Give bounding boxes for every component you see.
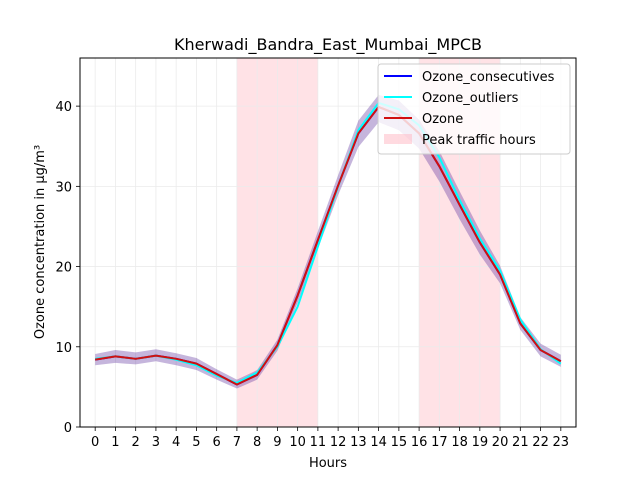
x-tick-label: 11 <box>310 435 327 450</box>
chart-title: Kherwadi_Bandra_East_Mumbai_MPCB <box>174 35 482 55</box>
x-tick-label: 5 <box>192 435 200 450</box>
y-tick-label: 40 <box>55 100 72 115</box>
x-tick-label: 2 <box>132 435 140 450</box>
y-tick-label: 30 <box>55 180 72 195</box>
x-tick-label: 16 <box>411 435 428 450</box>
x-tick-label: 0 <box>91 435 99 450</box>
x-axis-label: Hours <box>309 456 347 471</box>
x-tick-label: 22 <box>532 435 549 450</box>
legend: Ozone_consecutives Ozone_outliers Ozone Pea… <box>377 63 571 155</box>
x-tick-label: 14 <box>370 435 387 450</box>
x-tick-label: 9 <box>273 435 281 450</box>
y-tick-label: 20 <box>55 261 72 276</box>
x-tick-label: 10 <box>289 435 306 450</box>
series-line-ozone <box>95 105 562 386</box>
x-tick-label: 19 <box>472 435 489 450</box>
x-tick-label: 18 <box>451 435 468 450</box>
legend-label: Ozone_consecutives <box>422 70 555 85</box>
x-tick-label: 17 <box>431 435 448 450</box>
x-tick-label: 15 <box>391 435 408 450</box>
x-tick-label: 6 <box>213 435 221 450</box>
x-tick-label: 7 <box>233 435 241 450</box>
x-tick-label: 21 <box>512 435 529 450</box>
x-tick-label: 12 <box>330 435 347 450</box>
y-tick-label: 0 <box>64 421 72 436</box>
legend-label: Peak traffic hours <box>422 133 536 148</box>
x-tick-label: 23 <box>553 435 570 450</box>
plot-frame <box>79 57 577 428</box>
x-tick-label: 20 <box>492 435 509 450</box>
x-tick-label: 4 <box>172 435 180 450</box>
x-tick-label: 8 <box>253 435 261 450</box>
y-axis-ticks: 0 10 20 30 40 <box>55 100 80 436</box>
legend-label: Ozone <box>422 112 463 127</box>
legend-box <box>377 63 571 155</box>
x-tick-label: 1 <box>111 435 119 450</box>
series-lines <box>95 101 562 386</box>
y-tick-label: 10 <box>55 341 72 356</box>
x-tick-label: 3 <box>152 435 160 450</box>
y-axis-label: Ozone concentration in µg/m³ <box>33 145 48 339</box>
legend-swatch <box>384 134 412 144</box>
x-axis-ticks: 0 1 2 3 4 5 6 7 8 9 10 11 12 13 14 15 16 17 18 19 20 21 22 23 <box>91 427 569 450</box>
legend-label: Ozone_outliers <box>422 91 519 106</box>
x-tick-label: 13 <box>350 435 367 450</box>
